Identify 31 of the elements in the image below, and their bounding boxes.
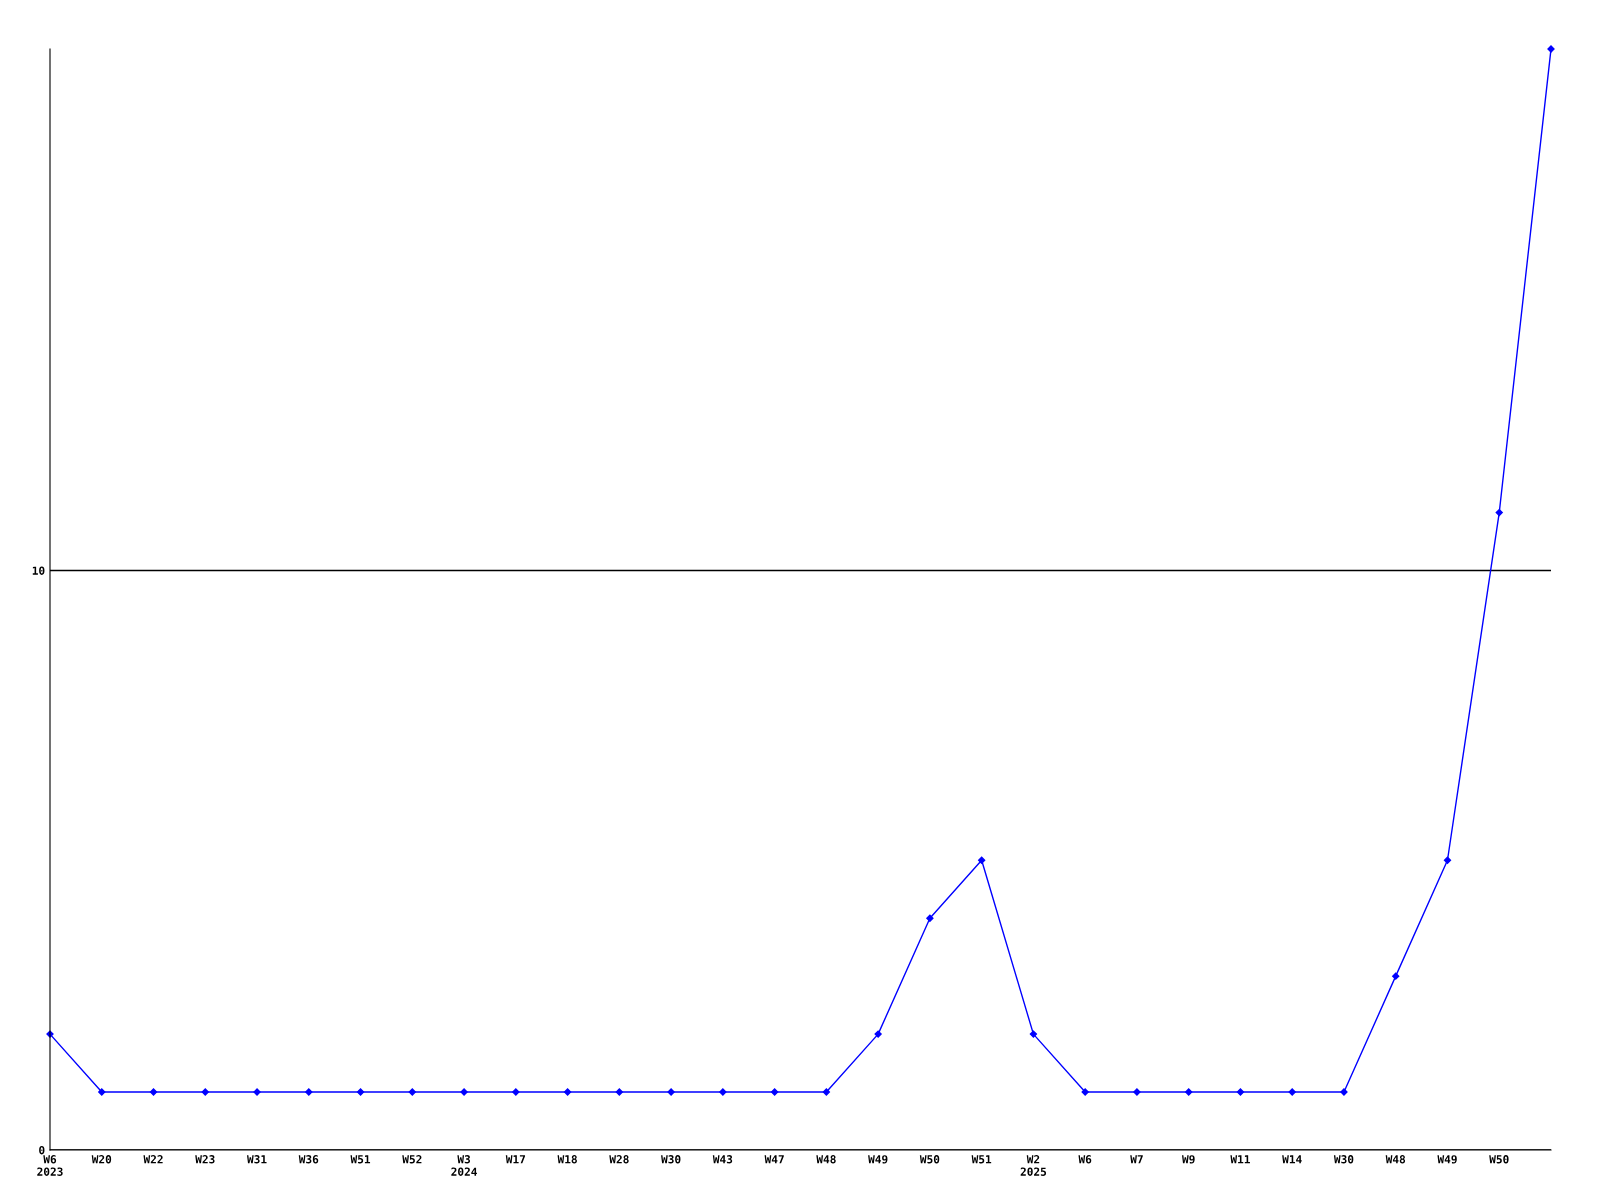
x-tick-label: W11 (1230, 1155, 1250, 1164)
x-tick-label: W30 (1333, 1155, 1354, 1164)
x-tick-label: W30 (661, 1155, 681, 1164)
x-tick-label: W9 (1182, 1155, 1195, 1164)
x-tick-label: W49 (1437, 1155, 1457, 1164)
x-tick-label: W6 (1078, 1155, 1092, 1164)
x-tick-label: W20 (91, 1155, 112, 1164)
x-tick-label: W49 (868, 1155, 888, 1164)
x-tick-label: W2 2025 (1020, 1155, 1047, 1176)
x-tick-label: W18 (557, 1155, 577, 1164)
x-tick-label: W31 (247, 1155, 267, 1164)
y-tick-label: 10 (32, 566, 45, 575)
x-tick-label: W23 (195, 1155, 215, 1164)
x-tick-label: W50 (919, 1155, 940, 1164)
x-tick-label: W48 (816, 1155, 836, 1164)
x-tick-label: W28 (609, 1155, 629, 1164)
x-tick-label: W7 (1130, 1155, 1143, 1164)
x-tick-label: W47 (764, 1155, 784, 1164)
x-tick-label: W48 (1385, 1155, 1406, 1164)
x-tick-label: W52 (402, 1155, 422, 1164)
x-tick-label: W51 (971, 1155, 992, 1164)
x-tick-label: W14 (1282, 1155, 1302, 1164)
x-tick-label: W50 (1489, 1155, 1509, 1164)
x-tick-label: W17 (505, 1155, 526, 1164)
x-tick-label: W6 2023 (37, 1155, 63, 1176)
y-tick-label: 0 (39, 1145, 45, 1155)
x-tick-label: W51 (350, 1155, 371, 1164)
x-tick-label: W3 2024 (451, 1155, 477, 1176)
x-tick-label: W22 (143, 1155, 163, 1164)
x-tick-label: W43 (712, 1155, 733, 1164)
x-tick-label: W36 (298, 1155, 319, 1164)
